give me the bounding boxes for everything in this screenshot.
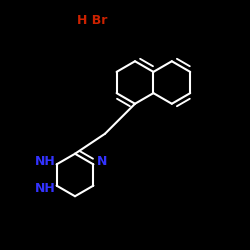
Text: N: N xyxy=(97,155,107,168)
Text: NH: NH xyxy=(35,182,56,195)
Text: NH: NH xyxy=(35,155,56,168)
Text: H Br: H Br xyxy=(77,14,108,26)
